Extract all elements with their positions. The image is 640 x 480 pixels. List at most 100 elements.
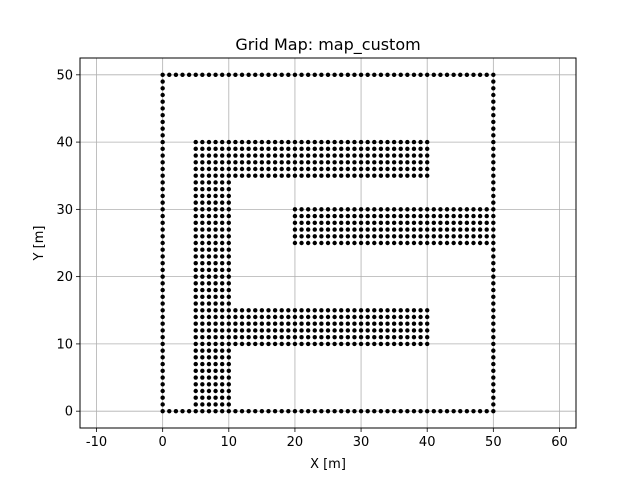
vertical-block-point bbox=[193, 220, 198, 226]
vertical-block-point bbox=[213, 274, 218, 279]
vertical-block-point bbox=[219, 186, 225, 192]
bottom-arm-point bbox=[266, 328, 271, 333]
middle-arm-point bbox=[332, 220, 337, 226]
bottom-arm-point bbox=[385, 328, 390, 333]
outer-left-wall-point bbox=[160, 166, 165, 172]
vertical-block-point bbox=[213, 355, 218, 360]
vertical-block-point bbox=[226, 234, 231, 239]
outer-top-wall-point bbox=[405, 72, 410, 78]
outer-left-wall-point bbox=[160, 267, 165, 273]
top-arm-point bbox=[345, 166, 351, 172]
top-arm-point bbox=[418, 173, 423, 178]
top-arm-point bbox=[372, 166, 377, 172]
vertical-block-point bbox=[226, 274, 231, 279]
middle-arm-point bbox=[372, 213, 377, 219]
vertical-block-point bbox=[200, 375, 205, 380]
bottom-arm-point bbox=[272, 334, 278, 340]
vertical-block-point bbox=[226, 193, 231, 199]
outer-top-wall-point bbox=[332, 72, 337, 78]
vertical-block-point bbox=[200, 247, 205, 252]
top-arm-point bbox=[345, 139, 351, 145]
top-arm-point bbox=[411, 146, 417, 152]
bottom-arm-point bbox=[345, 321, 351, 326]
bottom-arm-point bbox=[286, 321, 291, 326]
bottom-arm-point bbox=[352, 328, 357, 333]
y-axis-ticks: 0 10 20 30 40 50 bbox=[56, 68, 80, 420]
bottom-arm-point bbox=[332, 328, 337, 333]
bottom-arm-point bbox=[405, 314, 410, 320]
middle-arm-point bbox=[372, 220, 377, 226]
bottom-arm-point bbox=[253, 334, 258, 340]
vertical-block-point bbox=[213, 160, 218, 165]
vertical-block-point bbox=[206, 220, 212, 226]
top-arm-point bbox=[391, 173, 397, 178]
middle-arm-point bbox=[411, 234, 417, 239]
vertical-block-point bbox=[206, 308, 212, 313]
middle-arm-point bbox=[484, 207, 489, 212]
top-arm-point bbox=[398, 139, 403, 145]
bottom-arm-point bbox=[411, 328, 417, 333]
outer-left-wall-point bbox=[160, 133, 165, 138]
vertical-block-point bbox=[213, 361, 218, 367]
top-arm-point bbox=[266, 173, 271, 178]
outer-right-wall-point bbox=[491, 388, 496, 394]
outer-bottom-wall-point bbox=[391, 408, 397, 414]
outer-top-wall-point bbox=[193, 72, 198, 78]
top-arm-point bbox=[292, 160, 298, 165]
middle-arm-point bbox=[299, 234, 304, 239]
top-arm-point bbox=[286, 173, 291, 178]
bottom-arm-point bbox=[279, 308, 284, 313]
top-arm-point bbox=[385, 166, 390, 172]
middle-arm-point bbox=[398, 227, 403, 232]
bottom-arm-point bbox=[246, 308, 251, 313]
middle-arm-point bbox=[425, 207, 430, 212]
outer-top-wall-point bbox=[239, 72, 245, 78]
bottom-arm-point bbox=[425, 321, 430, 326]
vertical-block-point bbox=[226, 267, 231, 273]
vertical-block-point bbox=[193, 166, 198, 172]
vertical-block-point bbox=[213, 301, 218, 306]
vertical-block-point bbox=[193, 153, 198, 158]
bottom-arm-point bbox=[299, 328, 304, 333]
vertical-block-point bbox=[193, 375, 198, 380]
top-arm-point bbox=[358, 153, 364, 158]
top-arm-point bbox=[292, 139, 298, 145]
middle-arm-point bbox=[305, 227, 311, 232]
vertical-block-point bbox=[213, 267, 218, 273]
top-arm-point bbox=[305, 139, 311, 145]
top-arm-point bbox=[299, 139, 304, 145]
bottom-arm-point bbox=[372, 321, 377, 326]
vertical-block-point bbox=[200, 341, 205, 347]
bottom-arm-point bbox=[398, 314, 403, 320]
vertical-block-point bbox=[193, 173, 198, 178]
vertical-block-point bbox=[219, 308, 225, 313]
outer-left-wall-point bbox=[160, 301, 165, 306]
bottom-arm-point bbox=[391, 308, 397, 313]
outer-bottom-wall-point bbox=[425, 408, 430, 414]
top-arm-point bbox=[345, 160, 351, 165]
vertical-block-point bbox=[213, 207, 218, 212]
middle-arm-point bbox=[365, 234, 370, 239]
bottom-arm-point bbox=[372, 314, 377, 320]
vertical-block-point bbox=[206, 234, 212, 239]
vertical-block-point bbox=[213, 213, 218, 219]
middle-arm-point bbox=[352, 213, 357, 219]
middle-arm-point bbox=[464, 227, 470, 232]
top-arm-point bbox=[286, 153, 291, 158]
middle-arm-point bbox=[332, 234, 337, 239]
bottom-arm-point bbox=[352, 334, 357, 340]
bottom-arm-point bbox=[292, 334, 298, 340]
vertical-block-point bbox=[200, 395, 205, 400]
top-arm-point bbox=[385, 160, 390, 165]
vertical-block-point bbox=[226, 287, 231, 293]
bottom-arm-point bbox=[272, 341, 278, 347]
middle-arm-point bbox=[312, 234, 317, 239]
vertical-block-point bbox=[213, 328, 218, 333]
top-arm-point bbox=[332, 173, 337, 178]
y-axis-label: Y [m] bbox=[32, 226, 47, 262]
top-arm-point bbox=[405, 153, 410, 158]
bottom-arm-point bbox=[299, 314, 304, 320]
middle-arm-point bbox=[332, 213, 337, 219]
vertical-block-point bbox=[219, 382, 225, 387]
